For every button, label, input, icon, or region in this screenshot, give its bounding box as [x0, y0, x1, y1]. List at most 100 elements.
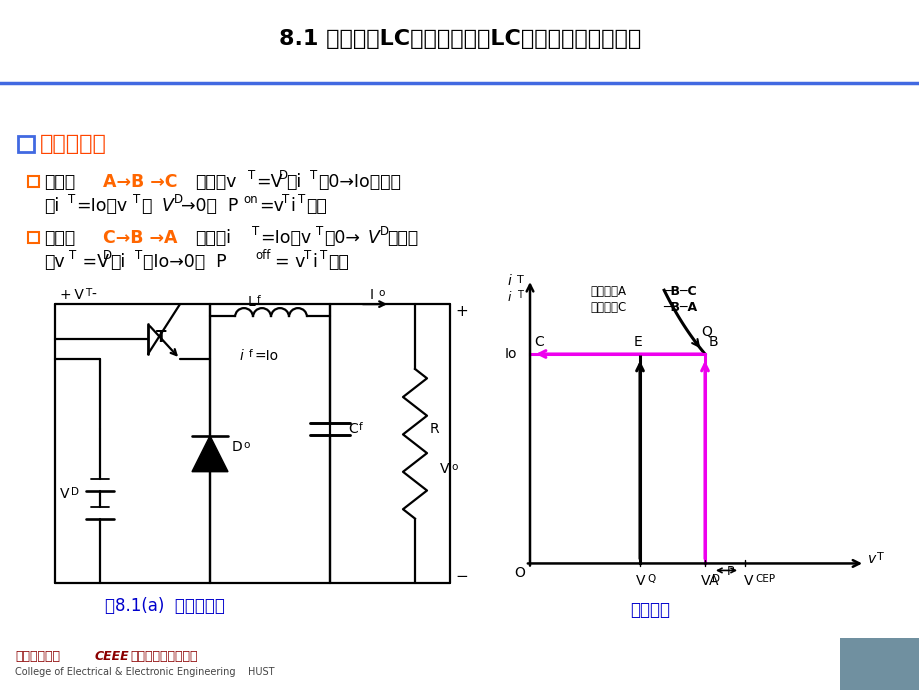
Text: T: T — [516, 275, 523, 285]
Text: V: V — [700, 574, 709, 589]
Text: CEEE: CEEE — [95, 650, 130, 662]
Text: Q: Q — [646, 574, 654, 584]
Text: T: T — [156, 330, 166, 344]
Text: T: T — [320, 249, 327, 262]
Text: V: V — [60, 486, 70, 501]
Text: V: V — [162, 197, 174, 215]
Text: T: T — [252, 226, 259, 238]
Text: T: T — [516, 290, 522, 300]
Text: 从0→: 从0→ — [323, 229, 359, 247]
Text: 开关轨迹: 开关轨迹 — [630, 601, 669, 620]
Text: 大。: 大。 — [306, 197, 326, 215]
Text: f: f — [249, 349, 253, 359]
Text: T: T — [282, 193, 289, 206]
Text: D: D — [71, 486, 79, 497]
Text: −: − — [455, 569, 467, 584]
Text: 硬开通：A: 硬开通：A — [589, 285, 625, 297]
Text: 从: 从 — [141, 197, 152, 215]
Text: CEP: CEP — [754, 574, 775, 584]
Text: E: E — [633, 335, 642, 349]
Text: College of Electrical & Electronic Engineering    HUST: College of Electrical & Electronic Engin… — [15, 667, 274, 677]
Text: T: T — [298, 193, 305, 206]
Text: T: T — [133, 193, 140, 206]
Text: i: i — [312, 253, 316, 271]
Text: V: V — [368, 229, 380, 247]
Text: R: R — [429, 422, 439, 436]
Text: 硬关断：C: 硬关断：C — [589, 301, 626, 314]
Text: A→B →C: A→B →C — [103, 173, 177, 191]
Text: V: V — [635, 574, 645, 589]
Text: T: T — [85, 288, 91, 298]
Text: ）：在v: ）：在v — [195, 173, 236, 191]
Text: 下i: 下i — [110, 253, 125, 271]
Text: 在i: 在i — [44, 197, 59, 215]
Text: = v: = v — [275, 253, 305, 271]
Bar — [28, 233, 39, 244]
Text: D: D — [278, 170, 288, 182]
Text: 从0→Io，然后: 从0→Io，然后 — [318, 173, 401, 191]
Bar — [839, 638, 919, 690]
Text: +: + — [455, 304, 467, 319]
Text: B: B — [709, 335, 718, 349]
Text: 华中科技大学: 华中科技大学 — [15, 650, 60, 662]
Text: O: O — [514, 566, 525, 580]
Text: -: - — [91, 288, 96, 302]
Text: =v: =v — [259, 197, 284, 215]
Text: 大。: 大。 — [328, 253, 348, 271]
Text: T: T — [135, 249, 142, 262]
Text: P: P — [726, 565, 733, 578]
Bar — [18, 135, 34, 152]
Text: =V: =V — [77, 253, 108, 271]
Text: 在v: 在v — [44, 253, 64, 271]
Polygon shape — [192, 436, 228, 472]
Text: T: T — [68, 193, 75, 206]
Text: L: L — [248, 295, 255, 309]
Text: =Io: =Io — [255, 349, 278, 363]
Text: I: I — [369, 288, 374, 302]
Text: o: o — [378, 288, 384, 298]
Text: =Io下v: =Io下v — [260, 229, 311, 247]
Text: T: T — [248, 170, 255, 182]
Text: i: i — [289, 197, 295, 215]
Text: =V: =V — [255, 173, 282, 191]
Text: T: T — [303, 249, 311, 262]
Text: V: V — [743, 574, 753, 589]
Text: D: D — [174, 193, 183, 206]
Text: A: A — [709, 574, 718, 589]
Text: +: + — [60, 288, 72, 302]
Text: o: o — [243, 440, 249, 450]
Text: T: T — [69, 249, 76, 262]
Text: D: D — [711, 574, 720, 584]
Text: 下i: 下i — [286, 173, 301, 191]
Text: on: on — [243, 193, 257, 206]
Text: v: v — [867, 553, 875, 566]
Text: V: V — [439, 462, 449, 475]
Text: D: D — [232, 440, 243, 454]
Text: Q: Q — [700, 324, 711, 338]
Text: 图8.1(a)  硬开关电路: 图8.1(a) 硬开关电路 — [105, 598, 224, 615]
Text: ─B─A: ─B─A — [663, 301, 697, 314]
Text: o: o — [450, 462, 457, 472]
Text: 从Io→0，  P: 从Io→0， P — [142, 253, 226, 271]
Text: T: T — [310, 170, 317, 182]
Text: V: V — [70, 288, 84, 302]
Text: i: i — [240, 349, 244, 363]
Text: f: f — [256, 295, 260, 305]
Text: D: D — [380, 226, 389, 238]
Text: 8.1 硬开关、LC缓冲软开关和LC谐振零开关基本特性: 8.1 硬开关、LC缓冲软开关和LC谐振零开关基本特性 — [278, 30, 641, 50]
Text: ）：在i: ）：在i — [195, 229, 231, 247]
Text: T: T — [315, 226, 323, 238]
Text: T: T — [876, 553, 883, 562]
Text: C→B →A: C→B →A — [103, 229, 177, 247]
Text: 电气与电子工程学院: 电气与电子工程学院 — [130, 650, 198, 662]
Text: C: C — [533, 335, 543, 349]
Text: 关断（: 关断（ — [44, 229, 75, 247]
Text: ─B─C: ─B─C — [663, 285, 696, 297]
Text: ，然后: ，然后 — [387, 229, 417, 247]
Text: off: off — [255, 249, 270, 262]
Text: i: i — [507, 274, 511, 288]
Text: →0，  P: →0， P — [181, 197, 238, 215]
Bar — [28, 177, 39, 188]
Text: Io: Io — [505, 347, 517, 361]
Text: =Io下v: =Io下v — [76, 197, 127, 215]
